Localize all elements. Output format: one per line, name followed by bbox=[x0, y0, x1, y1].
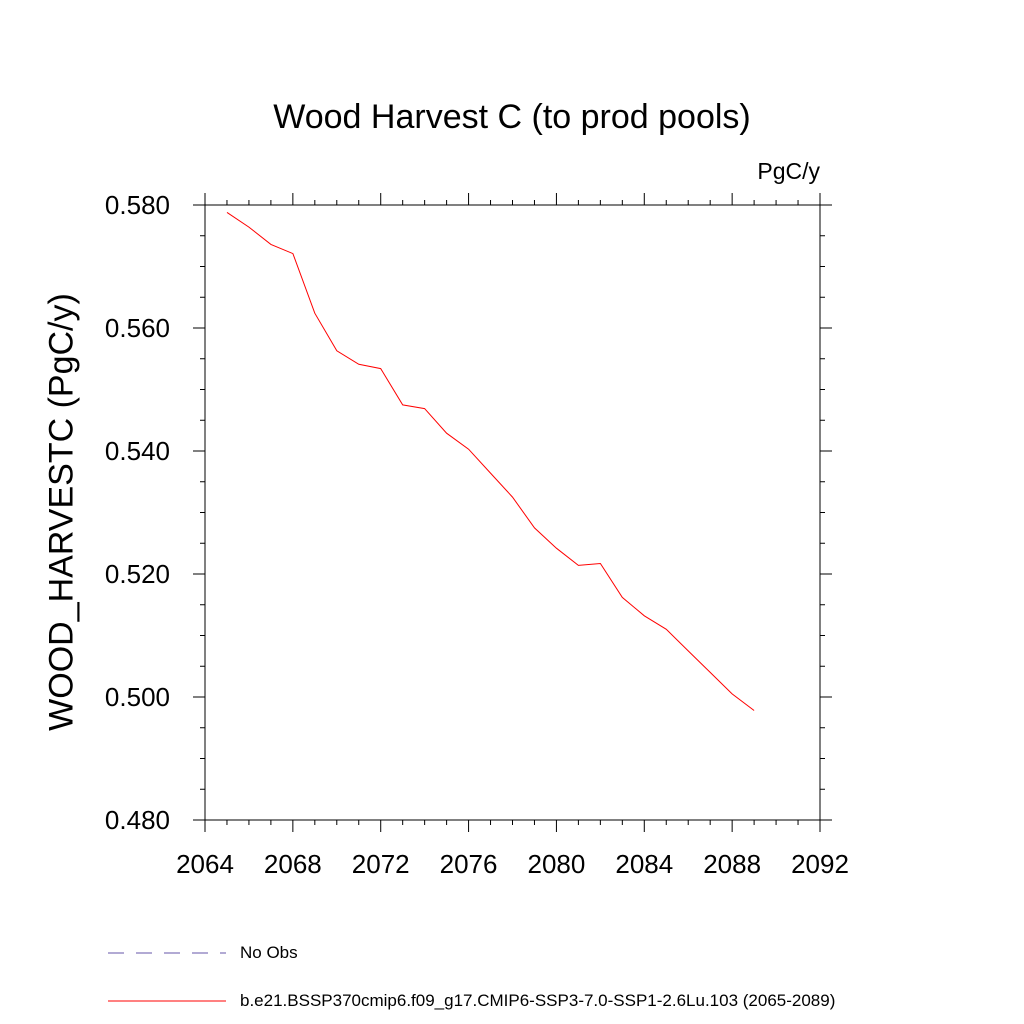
y-tick-label: 0.560 bbox=[105, 313, 170, 343]
y-tick-label: 0.520 bbox=[105, 559, 170, 589]
y-tick-label: 0.540 bbox=[105, 436, 170, 466]
plot-frame bbox=[204, 204, 821, 821]
legend-label-no-obs: No Obs bbox=[240, 943, 298, 962]
x-tick-label: 2088 bbox=[703, 849, 761, 879]
y-axis-label: WOOD_HARVESTC (PgC/y) bbox=[42, 293, 81, 731]
x-tick-label: 2092 bbox=[791, 849, 849, 879]
tick-labels: 2064 2068 2072 2076 2080 2084 2088 2092 0.480 0.5… bbox=[105, 190, 849, 879]
units-label: PgC/y bbox=[757, 158, 820, 184]
x-tick-label: 2076 bbox=[440, 849, 498, 879]
y-tick-label: 0.500 bbox=[105, 682, 170, 712]
legend-label-series: b.e21.BSSP370cmip6.f09_g17.CMIP6-SSP3-7.… bbox=[240, 991, 836, 1010]
x-tick-label: 2080 bbox=[528, 849, 586, 879]
y-tick-label: 0.580 bbox=[105, 190, 170, 220]
x-tick-label: 2068 bbox=[264, 849, 322, 879]
chart-title: Wood Harvest C (to prod pools) bbox=[273, 98, 751, 136]
x-tick-label: 2072 bbox=[352, 849, 410, 879]
x-tick-label: 2084 bbox=[615, 849, 673, 879]
y-tick-label: 0.480 bbox=[105, 805, 170, 835]
x-tick-label: 2064 bbox=[176, 849, 234, 879]
axis-ticks bbox=[193, 193, 832, 832]
series-layer bbox=[226, 211, 755, 711]
series-line bbox=[226, 211, 755, 711]
legend-lines bbox=[108, 952, 226, 1002]
